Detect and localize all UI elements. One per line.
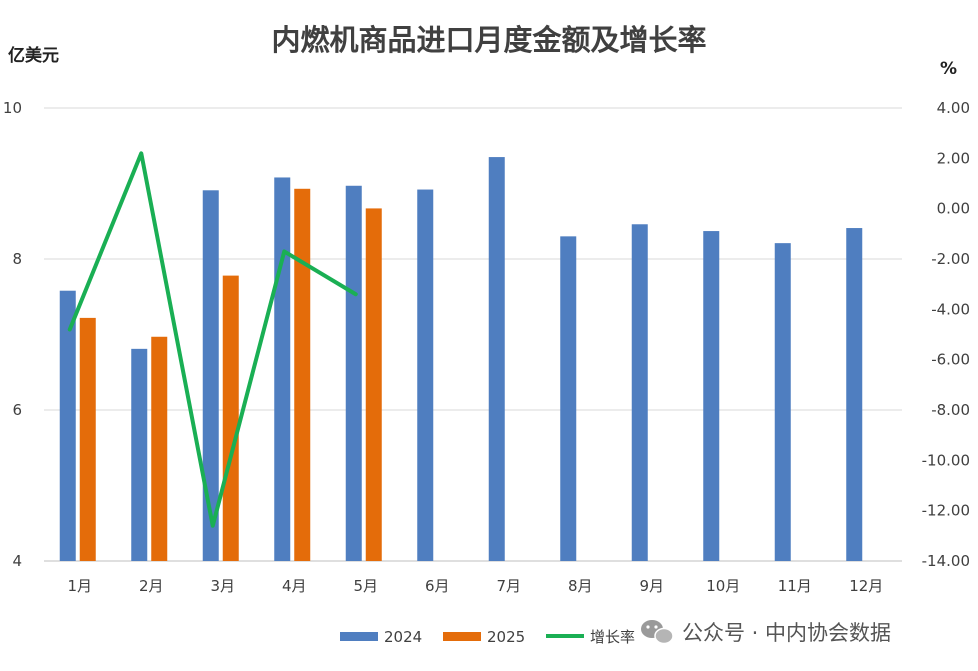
x-tick-label: 9月 <box>639 577 664 595</box>
y2-tick-label: 4.00 <box>937 99 970 117</box>
legend: 2024 2025 增长率 <box>340 628 635 646</box>
y2-tick-label: -4.00 <box>931 300 970 318</box>
bar-2025 <box>222 275 239 561</box>
y2-tick-label: -6.00 <box>931 351 970 369</box>
bar-2025 <box>294 188 311 561</box>
x-tick-label: 7月 <box>496 577 521 595</box>
y-axis-unit: 亿美元 <box>8 45 59 66</box>
x-tick-label: 1月 <box>67 577 92 595</box>
y2-axis-unit: % <box>940 59 957 79</box>
bar-2025 <box>365 208 382 562</box>
bar-2024 <box>488 157 505 561</box>
x-tick-label: 12月 <box>849 577 883 595</box>
bar-2024 <box>846 228 863 562</box>
growth-rate-line <box>67 151 358 528</box>
bar-2024 <box>202 190 219 562</box>
bar-2024 <box>274 177 291 561</box>
gridlines <box>44 107 902 562</box>
legend-swatch-2024 <box>340 632 378 641</box>
y2-tick-label: -14.00 <box>922 552 970 570</box>
watermark-text: 公众号 · 中内协会数据 <box>682 621 891 645</box>
y2-tick-labels: 4.00 2.00 0.00 -2.00 -4.00 -6.00 -8.00 -10.00 -1… <box>922 99 970 570</box>
legend-label: 增长率 <box>590 628 635 646</box>
bar-2024 <box>59 290 76 561</box>
bar-2024 <box>774 243 791 561</box>
y-tick-label: 6 <box>12 401 22 419</box>
x-tick-label: 4月 <box>282 577 307 595</box>
x-tick-label: 2月 <box>139 577 164 595</box>
y-tick-label: 8 <box>12 250 22 268</box>
growth-line <box>67 151 358 528</box>
y2-tick-label: 0.00 <box>937 200 970 218</box>
y2-tick-label: -10.00 <box>922 451 970 469</box>
y2-tick-label: -12.00 <box>922 502 970 520</box>
bar-2024 <box>631 224 648 561</box>
bar-2024 <box>417 189 434 562</box>
x-tick-label: 10月 <box>706 577 740 595</box>
bar-2024 <box>703 231 720 561</box>
y2-tick-label: -2.00 <box>931 250 970 268</box>
bar-2024 <box>560 236 577 561</box>
bar-2024 <box>345 185 362 561</box>
x-tick-label: 11月 <box>778 577 812 595</box>
bar-2024 <box>131 348 148 561</box>
bars <box>59 157 863 562</box>
y-tick-label: 4 <box>12 552 22 570</box>
y2-tick-label: 2.00 <box>937 149 970 167</box>
x-tick-label: 3月 <box>210 577 235 595</box>
x-tick-label: 5月 <box>353 577 378 595</box>
chart-title: 内燃机商品进口月度金额及增长率 <box>271 23 706 57</box>
y2-tick-label: -8.00 <box>931 401 970 419</box>
watermark: 公众号 · 中内协会数据 <box>641 620 891 645</box>
x-tick-label: 8月 <box>568 577 593 595</box>
legend-label: 2025 <box>487 628 525 646</box>
x-tick-labels: 1月 2月 3月 4月 5月 6月 7月 8月 9月 10月 11月 12月 <box>67 577 883 595</box>
bar-2025 <box>79 317 96 561</box>
y-tick-label: 10 <box>3 99 22 117</box>
y-tick-labels: 4 6 8 10 <box>3 99 22 570</box>
legend-swatch-2025 <box>443 632 481 641</box>
bar-2025 <box>151 336 168 561</box>
wechat-icon <box>641 620 674 645</box>
legend-label: 2024 <box>384 628 422 646</box>
x-tick-label: 6月 <box>425 577 450 595</box>
